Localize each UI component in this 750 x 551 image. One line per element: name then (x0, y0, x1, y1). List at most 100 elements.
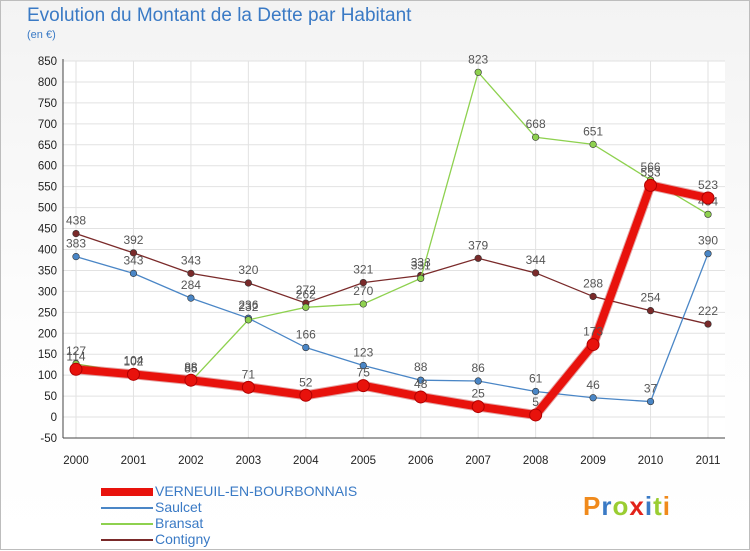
data-label: 320 (238, 263, 258, 277)
data-point (417, 376, 425, 384)
data-label: 102 (123, 354, 143, 368)
logo-letter: r (601, 491, 613, 521)
y-tick-label: 800 (38, 77, 57, 89)
y-tick-label: -50 (40, 433, 57, 445)
data-point (69, 362, 83, 376)
data-label: 553 (641, 165, 661, 179)
data-point (474, 254, 482, 262)
data-label: 262 (296, 287, 316, 301)
y-tick-label: 250 (38, 307, 57, 319)
data-label: 823 (468, 52, 488, 66)
data-point (359, 300, 367, 308)
data-point (302, 303, 310, 311)
data-label: 46 (586, 378, 600, 392)
data-point (359, 278, 367, 287)
data-label: 86 (472, 361, 486, 375)
data-point (417, 274, 425, 283)
data-point (299, 388, 313, 402)
x-tick-label: 2002 (178, 455, 204, 467)
data-label: 272 (296, 283, 316, 297)
data-point (129, 269, 138, 277)
data-label: 651 (583, 124, 603, 138)
data-point (244, 279, 252, 287)
data-point (529, 408, 543, 422)
data-label: 104 (123, 353, 143, 367)
data-label: 127 (66, 344, 86, 358)
y-tick-label: 500 (38, 203, 57, 215)
data-label: 254 (641, 291, 661, 305)
data-point (701, 191, 715, 205)
data-point (646, 397, 655, 406)
data-label: 5 (532, 395, 539, 409)
chart-title: Evolution du Montant de la Dette par Hab… (27, 5, 412, 26)
data-label: 166 (296, 328, 316, 342)
data-point (72, 229, 80, 238)
data-point (474, 68, 482, 76)
data-label: 331 (411, 258, 431, 272)
legend-label: VERNEUIL-EN-BOURBONNAIS (155, 483, 358, 499)
data-point (589, 292, 597, 301)
data-label: 114 (66, 349, 85, 363)
data-point (471, 400, 485, 414)
logo-letter: i (644, 491, 654, 521)
y-tick-label: 600 (38, 161, 57, 173)
data-point (414, 390, 428, 404)
y-tick-label: 0 (51, 412, 57, 424)
data-point (184, 373, 198, 387)
data-point (359, 361, 367, 370)
x-tick-label: 2005 (350, 455, 376, 467)
data-label: 222 (698, 304, 718, 318)
data-point (644, 178, 658, 192)
logo-letter: i (662, 491, 671, 521)
data-label: 85 (184, 361, 198, 375)
data-label: 123 (353, 346, 373, 360)
logo-letter: t (653, 491, 663, 521)
data-point (646, 307, 655, 315)
data-label: 25 (472, 387, 486, 401)
data-label: 668 (526, 117, 546, 131)
series-line (75, 253, 709, 403)
data-label: 288 (583, 276, 603, 290)
data-label: 173 (583, 325, 603, 339)
logo-letter: o (612, 491, 630, 521)
data-label: 390 (698, 234, 718, 248)
y-tick-label: 650 (38, 140, 57, 152)
legend-swatch (101, 539, 153, 541)
data-point (72, 253, 80, 261)
x-tick-label: 2006 (408, 455, 434, 467)
data-label: 321 (353, 263, 373, 277)
y-tick-label: 850 (38, 56, 57, 68)
data-label: 392 (123, 233, 143, 247)
x-tick-label: 2004 (293, 455, 319, 467)
series-line (75, 232, 709, 325)
series-line (72, 181, 712, 419)
data-point (704, 210, 712, 218)
data-point (704, 250, 712, 258)
x-tick-label: 2008 (523, 455, 549, 467)
data-label: 379 (468, 238, 488, 252)
proxiti-logo: Proxiti (583, 491, 671, 522)
legend-label: Bransat (155, 515, 204, 531)
y-tick-label: 750 (38, 98, 57, 110)
data-point (586, 338, 600, 352)
data-label: 71 (242, 367, 256, 381)
logo-letter: x (629, 491, 645, 521)
x-tick-label: 2010 (638, 455, 664, 467)
data-point (589, 140, 597, 148)
data-point (474, 377, 482, 385)
data-point (129, 249, 138, 257)
logo-letter: P (583, 491, 602, 521)
legend-swatch (101, 523, 153, 525)
x-tick-label: 2011 (696, 455, 721, 467)
data-label: 343 (123, 253, 143, 267)
legend-swatch (101, 488, 153, 496)
data-point (187, 294, 195, 302)
data-label: 284 (181, 278, 201, 292)
data-label: 88 (184, 360, 198, 374)
y-tick-label: 100 (38, 370, 57, 382)
data-point (589, 394, 597, 402)
y-tick-label: 700 (38, 119, 57, 131)
y-tick-label: 400 (38, 245, 57, 257)
data-point (704, 320, 712, 328)
